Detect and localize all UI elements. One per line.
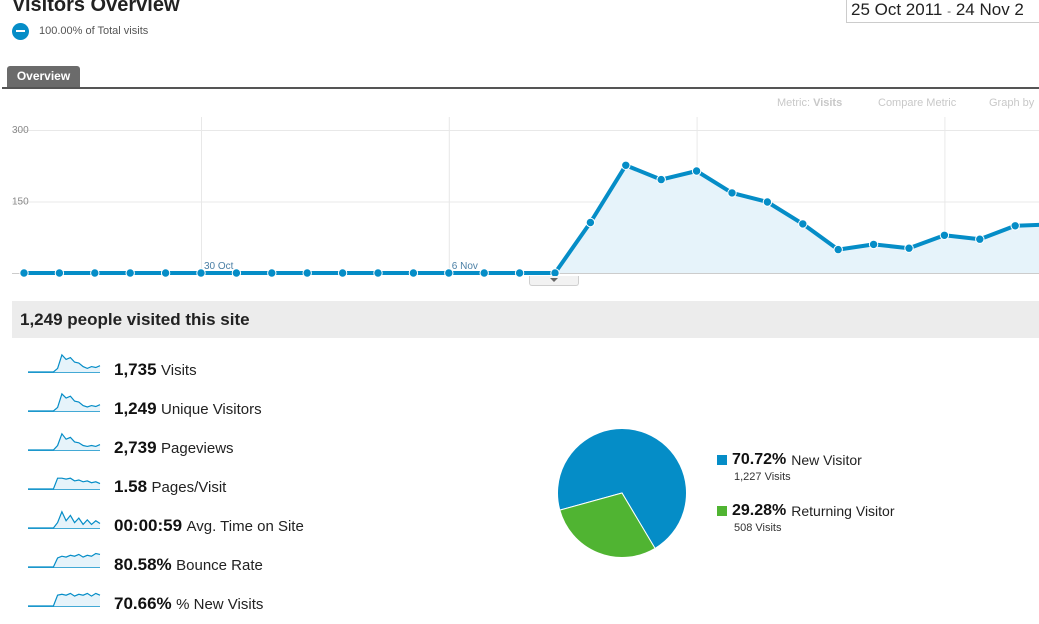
metric-label: % New Visits — [176, 596, 264, 613]
sparkline-icon — [28, 552, 101, 568]
new-visitor-percent: 70.72% — [732, 451, 787, 468]
returning-visitor-visits: 508 Visits — [734, 522, 782, 534]
y-tick-label: 150 — [12, 197, 29, 208]
sparkline-icon — [28, 392, 101, 412]
legend-returning-visitor[interactable]: 29.28% Returning Visitor 508 Visits — [717, 502, 895, 534]
tab-divider — [2, 87, 1039, 89]
data-point[interactable] — [125, 268, 135, 278]
segment-label: 100.00% of Total visits — [39, 25, 149, 37]
data-point[interactable] — [762, 197, 773, 207]
data-point[interactable] — [514, 268, 525, 278]
data-point[interactable] — [691, 166, 702, 176]
visitor-type-pie-chart[interactable] — [556, 427, 688, 559]
data-point[interactable] — [975, 234, 985, 244]
metric-label: Avg. Time on Site — [186, 518, 304, 535]
data-point[interactable] — [479, 268, 489, 278]
metric-prefix: Metric: — [777, 97, 810, 109]
data-point[interactable] — [444, 268, 454, 278]
metric-row[interactable]: 00:00:59 Avg. Time on Site — [28, 508, 428, 542]
date-end: 24 Nov 2 — [955, 0, 1024, 19]
date-separator: - — [947, 4, 952, 18]
metric-value: 1,249 — [114, 399, 157, 418]
pie-slice-new-visitor[interactable] — [557, 428, 687, 550]
data-point[interactable] — [231, 268, 242, 278]
data-point[interactable] — [798, 219, 808, 229]
metric-row[interactable]: 70.66% % New Visits — [28, 586, 428, 620]
metric-label: Pageviews — [161, 440, 234, 457]
metric-value: 2,739 — [114, 438, 157, 457]
data-point[interactable] — [19, 268, 29, 278]
legend-new-visitor[interactable]: 70.72% New Visitor 1,227 Visits — [717, 451, 862, 483]
new-visitor-swatch — [717, 455, 727, 465]
pie-slice-returning-visitor[interactable] — [559, 492, 656, 558]
sparkline-icon — [28, 592, 101, 607]
segment-minus-icon[interactable] — [12, 22, 29, 40]
metric-value: 1,735 — [114, 360, 157, 379]
data-point[interactable] — [904, 243, 914, 253]
metric-label: Unique Visitors — [161, 401, 262, 418]
metric-row[interactable]: 2,739 Pageviews — [28, 430, 428, 464]
metric-selector[interactable]: Metric: Visits — [777, 97, 842, 109]
data-point[interactable] — [267, 268, 277, 278]
data-point[interactable] — [868, 239, 879, 250]
data-point[interactable] — [621, 160, 631, 170]
data-point[interactable] — [656, 174, 666, 185]
graph-by-button[interactable]: Graph by — [989, 97, 1035, 109]
x-tick-label: 30 Oct — [204, 261, 234, 272]
data-point[interactable] — [408, 268, 419, 278]
metric-value: 70.66% — [114, 594, 172, 613]
metric-label: Visits — [161, 362, 197, 379]
data-point[interactable] — [160, 268, 171, 278]
tab-overview[interactable]: Overview — [7, 66, 80, 87]
metric-row[interactable]: 1,735 Visits — [28, 352, 428, 386]
sparkline-icon — [28, 353, 101, 373]
metric-value: 00:00:59 — [114, 516, 183, 535]
metric-value: 80.58% — [114, 555, 172, 574]
y-tick-label: 300 — [12, 125, 29, 136]
data-point[interactable] — [302, 268, 312, 278]
sparkline-icon — [28, 432, 101, 451]
metric-label: Pages/Visit — [151, 479, 227, 496]
returning-visitor-label: Returning Visitor — [791, 503, 895, 519]
metric-row[interactable]: 80.58% Bounce Rate — [28, 547, 428, 581]
data-point[interactable] — [373, 268, 383, 278]
new-visitor-label: New Visitor — [791, 452, 862, 468]
sparkline-icon — [28, 510, 101, 529]
data-point[interactable] — [727, 188, 737, 198]
data-point[interactable] — [54, 268, 65, 278]
data-point[interactable] — [337, 268, 348, 278]
data-point[interactable] — [833, 244, 843, 255]
returning-visitor-percent: 29.28% — [732, 502, 787, 519]
sparkline-icon — [28, 477, 101, 490]
returning-visitor-swatch — [717, 506, 727, 516]
metric-row[interactable]: 1,249 Unique Visitors — [28, 391, 428, 425]
data-point[interactable] — [1010, 221, 1020, 231]
series-line — [24, 163, 1039, 275]
area-fill — [24, 165, 1039, 273]
data-point[interactable] — [939, 230, 950, 241]
compare-metric-button[interactable]: Compare Metric — [878, 97, 957, 109]
page-title: Visitors Overview — [12, 0, 180, 16]
metric-value: 1.58 — [114, 477, 148, 496]
new-visitor-visits: 1,227 Visits — [734, 471, 791, 483]
metric-row[interactable]: 1.58 Pages/Visit — [28, 469, 428, 503]
date-start: 25 Oct 2011 — [851, 0, 943, 19]
chart-resize-handle[interactable] — [529, 276, 579, 286]
date-range-picker[interactable]: 25 Oct 2011 - 24 Nov 2 — [846, 0, 1039, 23]
metric-label: Bounce Rate — [176, 557, 263, 574]
x-tick-label: 6 Nov — [452, 261, 478, 272]
data-point[interactable] — [90, 268, 100, 278]
visitors-summary: 1,249 people visited this site — [12, 301, 1039, 338]
segment-indicator[interactable]: 100.00% of Total visits — [12, 22, 148, 40]
data-point[interactable] — [196, 268, 206, 278]
data-point[interactable] — [585, 217, 596, 228]
metric-value: Visits — [813, 97, 843, 109]
